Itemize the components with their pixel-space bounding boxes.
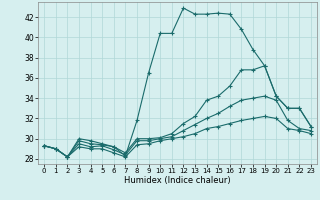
X-axis label: Humidex (Indice chaleur): Humidex (Indice chaleur)	[124, 176, 231, 185]
